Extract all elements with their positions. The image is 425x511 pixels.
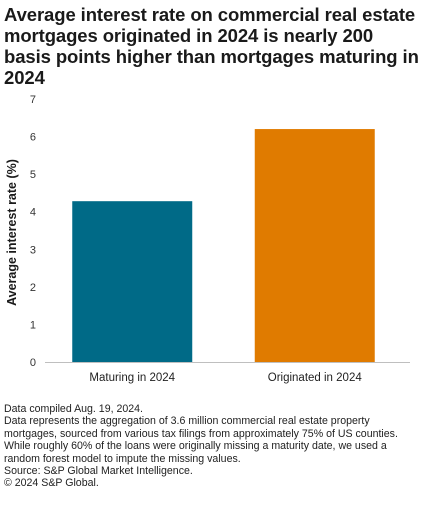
- bar-chart: Average interest rate (%) 0 1 2 3 4 5 6 7 Maturin…: [0, 86, 425, 396]
- footnote-source: Source: S&P Global Market Intelligence.: [4, 465, 193, 478]
- footnote-description: Data represents the aggregation of 3.6 m…: [4, 415, 398, 465]
- y-tick-label: 2: [30, 282, 36, 294]
- chart-title: Average interest rate on commercial real…: [4, 4, 419, 88]
- chart-canvas: Average interest rate (%) 0 1 2 3 4 5 6 7 Maturin…: [5, 94, 410, 384]
- x-category-label: Originated in 2024: [268, 372, 363, 384]
- footnote-compiled: Data compiled Aug. 19, 2024.: [4, 403, 143, 415]
- y-tick-label: 6: [30, 132, 36, 144]
- y-axis-label: Average interest rate (%): [5, 159, 19, 306]
- y-tick-label: 0: [30, 357, 36, 369]
- footnotes: Data compiled Aug. 19, 2024. Data repres…: [4, 403, 420, 490]
- y-tick-label: 3: [30, 244, 36, 256]
- footnote-copyright: © 2024 S&P Global.: [4, 477, 99, 490]
- bar-2: [254, 129, 375, 362]
- bar-1: [72, 201, 193, 362]
- y-tick-label: 4: [30, 207, 36, 219]
- y-tick-label: 1: [30, 319, 36, 331]
- y-tick-label: 7: [30, 94, 36, 106]
- x-category-label: Maturing in 2024: [89, 372, 175, 384]
- y-tick-label: 5: [30, 169, 36, 181]
